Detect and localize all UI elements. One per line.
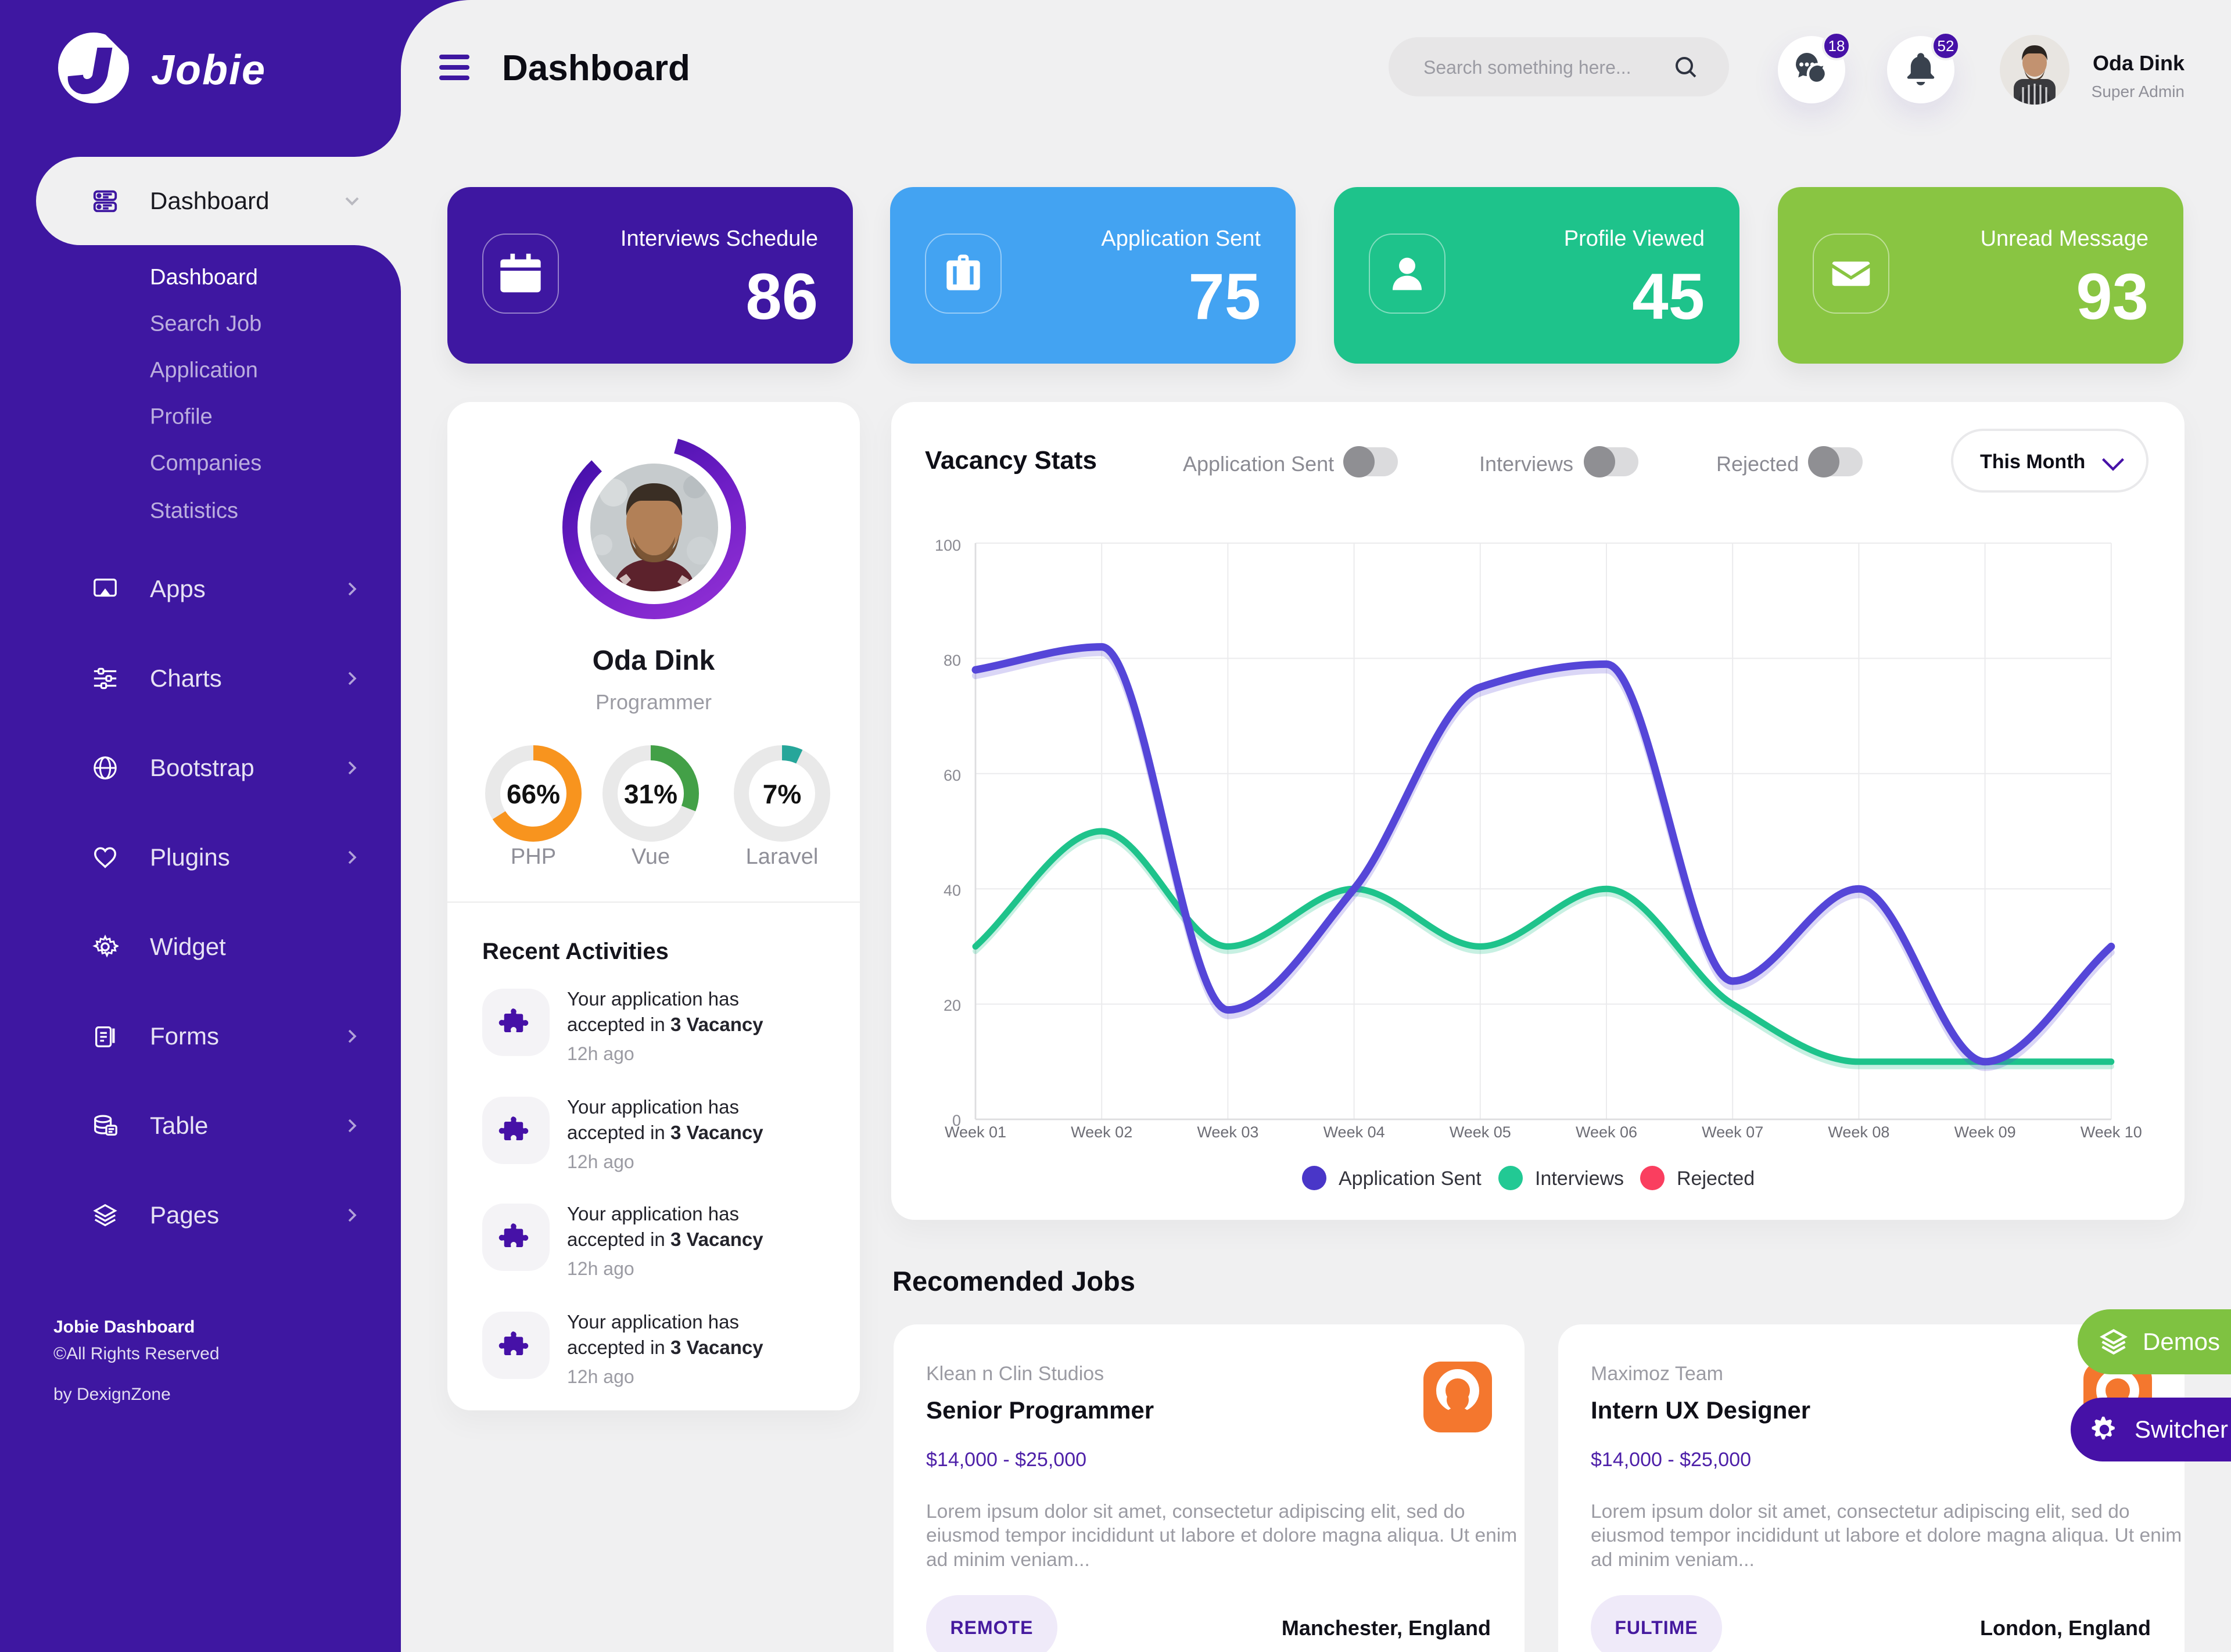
svg-text:Rejected: Rejected	[1677, 1168, 1755, 1190]
svg-text:Week 02: Week 02	[1071, 1123, 1132, 1141]
svg-text:Week 08: Week 08	[1828, 1123, 1889, 1141]
svg-text:Week 04: Week 04	[1323, 1123, 1385, 1141]
svg-text:20: 20	[944, 997, 961, 1014]
svg-text:Week 03: Week 03	[1197, 1123, 1258, 1141]
svg-text:Week 10: Week 10	[2081, 1123, 2142, 1141]
svg-text:Week 05: Week 05	[1450, 1123, 1511, 1141]
svg-text:Week 06: Week 06	[1576, 1123, 1637, 1141]
svg-text:0: 0	[952, 1112, 961, 1129]
svg-text:80: 80	[944, 652, 961, 669]
svg-text:Week 01: Week 01	[945, 1123, 1006, 1141]
svg-text:Application Sent: Application Sent	[1339, 1168, 1482, 1190]
svg-text:Week 07: Week 07	[1702, 1123, 1763, 1141]
svg-text:60: 60	[944, 767, 961, 784]
svg-text:Week 09: Week 09	[1954, 1123, 2016, 1141]
svg-text:Interviews: Interviews	[1535, 1168, 1624, 1190]
svg-text:40: 40	[944, 882, 961, 899]
svg-text:100: 100	[935, 537, 961, 554]
